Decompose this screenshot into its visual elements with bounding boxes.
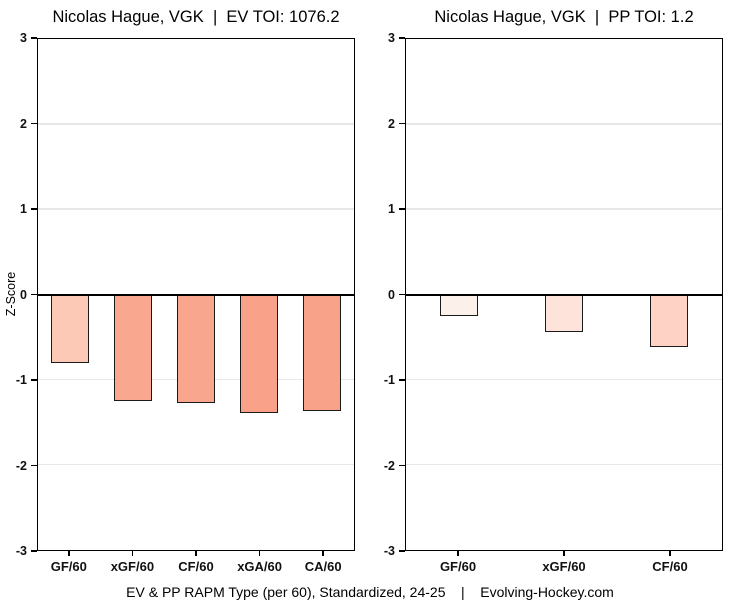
gridline-y2: [38, 123, 354, 125]
x-tick-label-cf60: CF/60: [652, 559, 688, 574]
y-tick-label: 3: [388, 31, 395, 45]
y-tick-label: 3: [20, 31, 27, 45]
y-tick-label: 2: [20, 116, 27, 131]
x-tick-mark: [131, 551, 134, 556]
y-tick-mark: [399, 122, 405, 125]
x-tick-mark: [68, 551, 70, 556]
x-tick-mark: [195, 551, 197, 556]
y-tick-label: 0: [388, 287, 395, 302]
y-tick-mark: [399, 37, 405, 39]
ev-chart-title: Nicolas Hague, VGK | EV TOI: 1076.2: [52, 8, 340, 26]
zero-line: [405, 293, 723, 296]
y-tick-mark: [399, 379, 405, 381]
y-tick-label: -3: [383, 544, 395, 558]
y-axis-title: Z-Score: [4, 271, 18, 317]
x-tick-label-xga60: xGA/60: [237, 559, 282, 574]
gridline-y-2: [406, 463, 722, 466]
pp-chart-panel: [405, 38, 723, 551]
x-tick-mark: [258, 551, 261, 556]
y-tick-mark: [31, 293, 37, 296]
gridline-y-1: [406, 378, 722, 381]
y-tick-mark: [399, 550, 405, 552]
y-tick-label: 1: [388, 202, 395, 216]
bar-xga60: [240, 294, 279, 413]
bar-gf60: [439, 294, 478, 316]
bar-cf60: [650, 294, 689, 348]
x-tick-mark: [322, 551, 324, 556]
gridline-y1: [406, 208, 722, 210]
x-tick-label-cf60: CF/60: [178, 559, 214, 574]
y-tick-mark: [399, 464, 405, 467]
x-tick-label-xgf60: xGF/60: [110, 559, 155, 574]
y-tick-label: 2: [388, 116, 395, 131]
y-tick-mark: [31, 550, 37, 552]
bar-cf60: [177, 294, 215, 403]
y-tick-label: -2: [15, 458, 27, 473]
x-tick-mark: [669, 551, 671, 556]
bar-gf60: [50, 294, 89, 363]
bar-xgf60: [113, 294, 152, 401]
gridline-y1: [38, 208, 354, 210]
x-tick-mark: [563, 551, 565, 556]
x-tick-label-xgf60: xGF/60: [542, 559, 586, 574]
bar-xgf60: [545, 294, 583, 332]
y-tick-label: -2: [383, 458, 395, 473]
y-tick-label: 0: [20, 287, 27, 302]
y-tick-mark: [31, 464, 37, 467]
zero-line: [37, 293, 355, 296]
figure-caption: EV & PP RAPM Type (per 60), Standardized…: [126, 584, 614, 600]
x-tick-label-gf60: GF/60: [439, 559, 477, 574]
ev-chart-panel: [37, 38, 355, 551]
y-tick-mark: [31, 122, 37, 125]
y-tick-mark: [31, 37, 37, 39]
x-tick-mark: [457, 551, 459, 556]
y-tick-mark: [31, 208, 37, 210]
y-tick-mark: [399, 293, 405, 296]
y-tick-label: -1: [383, 373, 395, 387]
y-tick-mark: [399, 208, 405, 210]
y-tick-label: 1: [20, 202, 27, 216]
y-tick-label: -3: [15, 544, 27, 558]
gridline-y2: [406, 123, 722, 125]
y-tick-mark: [31, 379, 37, 381]
x-tick-label-ca60: CA/60: [304, 559, 342, 574]
gridline-y-2: [38, 463, 354, 466]
y-tick-label: -1: [15, 373, 27, 387]
pp-chart-title: Nicolas Hague, VGK | PP TOI: 1.2: [434, 8, 694, 26]
bar-ca60: [303, 294, 342, 412]
x-tick-label-gf60: GF/60: [50, 559, 87, 574]
